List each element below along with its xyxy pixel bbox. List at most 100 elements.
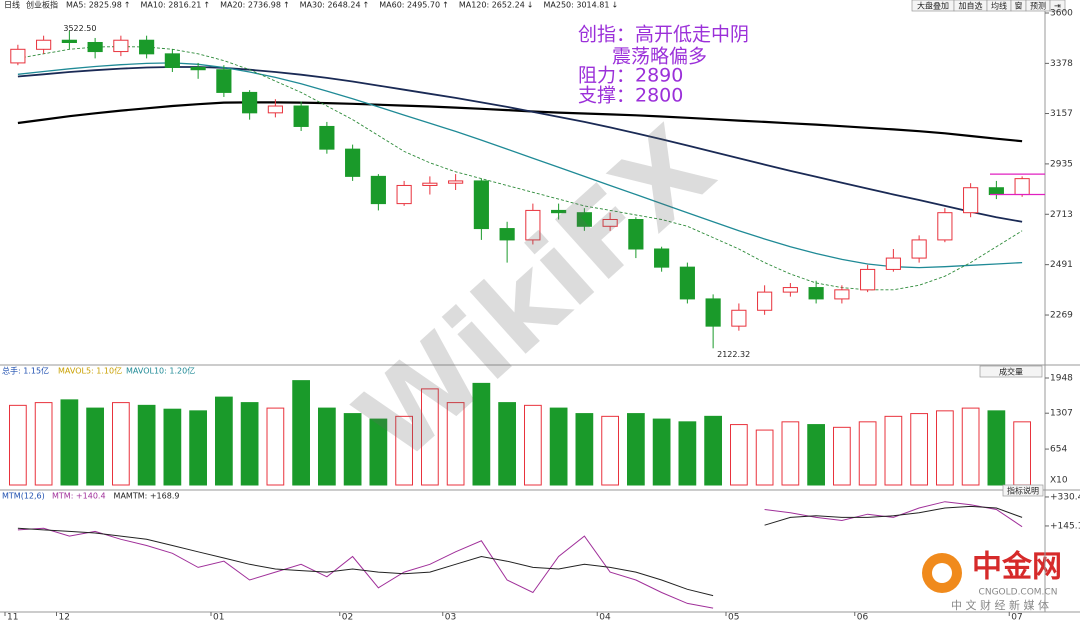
site: CNGOLD.COM.CN	[979, 588, 1058, 598]
x-tick-label: 02	[342, 613, 353, 621]
legend-text: MA120: 2652.24	[459, 1, 525, 10]
volume-bar	[60, 399, 79, 486]
candle-body	[602, 218, 618, 227]
candle-body	[370, 175, 386, 205]
toolbar-button-label[interactable]: ⇥	[1054, 2, 1061, 11]
volume-bar	[601, 415, 619, 486]
volume-bar	[446, 402, 465, 486]
toolbar-button-label[interactable]: 均线	[991, 1, 1007, 11]
candle-body	[267, 105, 283, 114]
slogan: 中 文 财 经 新 媒 体	[951, 598, 1049, 612]
y-tick-label: +330.4	[1050, 492, 1080, 502]
toolbar-button-label[interactable]: 预测	[1030, 1, 1046, 11]
y-tick-label: 3157	[1050, 109, 1073, 119]
candle-body	[679, 266, 695, 300]
volume-bar	[781, 421, 800, 486]
volume-bar	[292, 380, 310, 486]
y-tick-label: +145.1	[1050, 521, 1080, 531]
logo-inner	[932, 563, 952, 583]
volume-bar	[137, 404, 156, 486]
volume-bar	[472, 382, 491, 486]
candle-body	[757, 291, 773, 311]
toolbar-button[interactable]	[1049, 0, 1066, 12]
legend-text: MA5: 2825.98	[66, 1, 122, 10]
panel-button[interactable]	[979, 365, 1043, 378]
x-tick-label: 06	[857, 613, 869, 621]
candle-body	[319, 125, 335, 150]
candle-body	[216, 69, 232, 93]
brand: 中金网	[972, 550, 1062, 585]
volume-bar	[318, 407, 336, 486]
volume-bar	[678, 421, 697, 486]
x-tick-label: 01	[213, 613, 224, 621]
candle-body	[834, 289, 850, 300]
x-tick-label: 03	[445, 613, 456, 621]
line	[17, 62, 1023, 269]
legend-text: MA250: 3014.81	[543, 1, 609, 10]
candle-body	[911, 239, 927, 259]
line	[17, 66, 1023, 223]
legend-text: 创业板指	[26, 0, 58, 10]
candle-body	[705, 298, 721, 327]
volume-bar	[395, 415, 413, 486]
line	[17, 46, 1023, 291]
y-tick-label: 3600	[1050, 8, 1073, 18]
candle-body	[87, 41, 103, 53]
volume-bar	[343, 413, 362, 486]
candle-body	[782, 287, 798, 293]
volume-bar	[1013, 421, 1031, 486]
volume-bar	[240, 402, 259, 486]
candle-body	[396, 184, 412, 205]
volume-bar	[704, 415, 722, 486]
x-tick-label: 04	[599, 613, 611, 621]
y-tick-label: 2491	[1050, 260, 1073, 270]
candle-body	[36, 39, 52, 50]
volume-bar	[112, 402, 130, 486]
volume-bar	[833, 426, 851, 486]
panel-button-label[interactable]: 成交量	[999, 367, 1023, 377]
candle-body	[731, 309, 747, 327]
panel-title: MTM(12,6)	[2, 492, 45, 501]
annotation: 震荡略偏多	[612, 46, 707, 68]
low-label: 2122.32	[717, 350, 750, 359]
y-tick-label: 2269	[1050, 311, 1073, 321]
candle-body	[61, 39, 77, 43]
candle-body	[885, 257, 901, 270]
legend-text: MAMTM: +168.9	[114, 492, 180, 501]
candle-body	[473, 180, 489, 230]
x-tick-label: 11	[7, 613, 18, 621]
candle-body	[988, 187, 1004, 196]
toolbar-button-label[interactable]: 大盘叠加	[917, 1, 949, 11]
candle-body	[937, 212, 953, 241]
volume-bar	[910, 413, 928, 486]
y-tick-label: 2935	[1050, 159, 1073, 169]
volume-bar	[369, 418, 388, 486]
volume-bar	[961, 407, 980, 486]
legend-text: ↓	[611, 1, 618, 10]
candle-body	[499, 228, 515, 241]
x-tick-label: 07	[1011, 613, 1022, 621]
candle-body	[1014, 178, 1030, 196]
candle-body	[10, 48, 26, 64]
toolbar-button-label[interactable]: 窗	[1015, 1, 1023, 11]
panel-title: 总手: 1.15亿	[2, 366, 49, 376]
volume-bar	[755, 429, 774, 486]
candle-body	[242, 91, 258, 114]
toolbar-button-label[interactable]: 加自选	[959, 1, 983, 11]
panel-button-label[interactable]: 指标说明	[1007, 486, 1039, 496]
volume-bar	[936, 410, 954, 486]
candle-body	[345, 148, 361, 177]
panel-button[interactable]	[1002, 484, 1044, 497]
volume-bar	[730, 424, 748, 486]
legend-text: ↑	[124, 1, 131, 10]
scale-label: X10	[1050, 476, 1068, 486]
candle-body	[963, 187, 979, 214]
annotation: 阻力：2890	[578, 65, 683, 87]
candle-body	[628, 218, 644, 250]
annotation: 创指：高开低走中阴	[578, 24, 749, 46]
volume-bar	[652, 418, 671, 486]
candle-body	[448, 180, 464, 184]
volume-bar	[524, 404, 542, 486]
legend-text: ↑	[363, 1, 370, 10]
